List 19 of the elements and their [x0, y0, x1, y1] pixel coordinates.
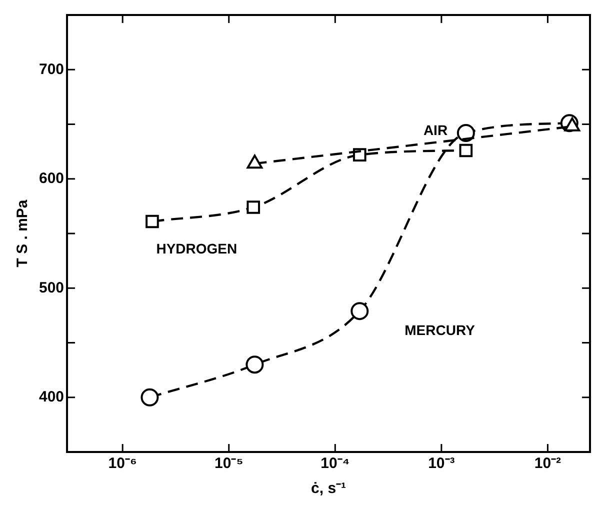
x-tick-label: 10⁻⁶	[108, 455, 137, 472]
x-tick-label: 10⁻²	[534, 455, 562, 472]
series-label: HYDROGEN	[156, 240, 238, 256]
y-axis-title: T S . mPa	[14, 199, 32, 268]
x-axis-title: ċ, s⁻¹	[311, 480, 346, 498]
x-tick-label: 10⁻⁵	[214, 455, 244, 472]
x-tick-label: 10⁻³	[428, 455, 455, 472]
x-tick-label: 10⁻⁴	[320, 455, 350, 472]
text: MERCURY	[404, 322, 476, 338]
y-tick-label: 400	[38, 388, 64, 406]
y-tick-label: 700	[38, 60, 64, 78]
y-tick-label: 600	[38, 170, 64, 188]
point	[350, 302, 369, 320]
point	[246, 356, 264, 374]
point	[246, 200, 260, 214]
series-label: AIR	[423, 122, 448, 138]
point	[140, 388, 159, 406]
y-tick-label: 500	[38, 279, 64, 296]
point	[459, 144, 473, 158]
